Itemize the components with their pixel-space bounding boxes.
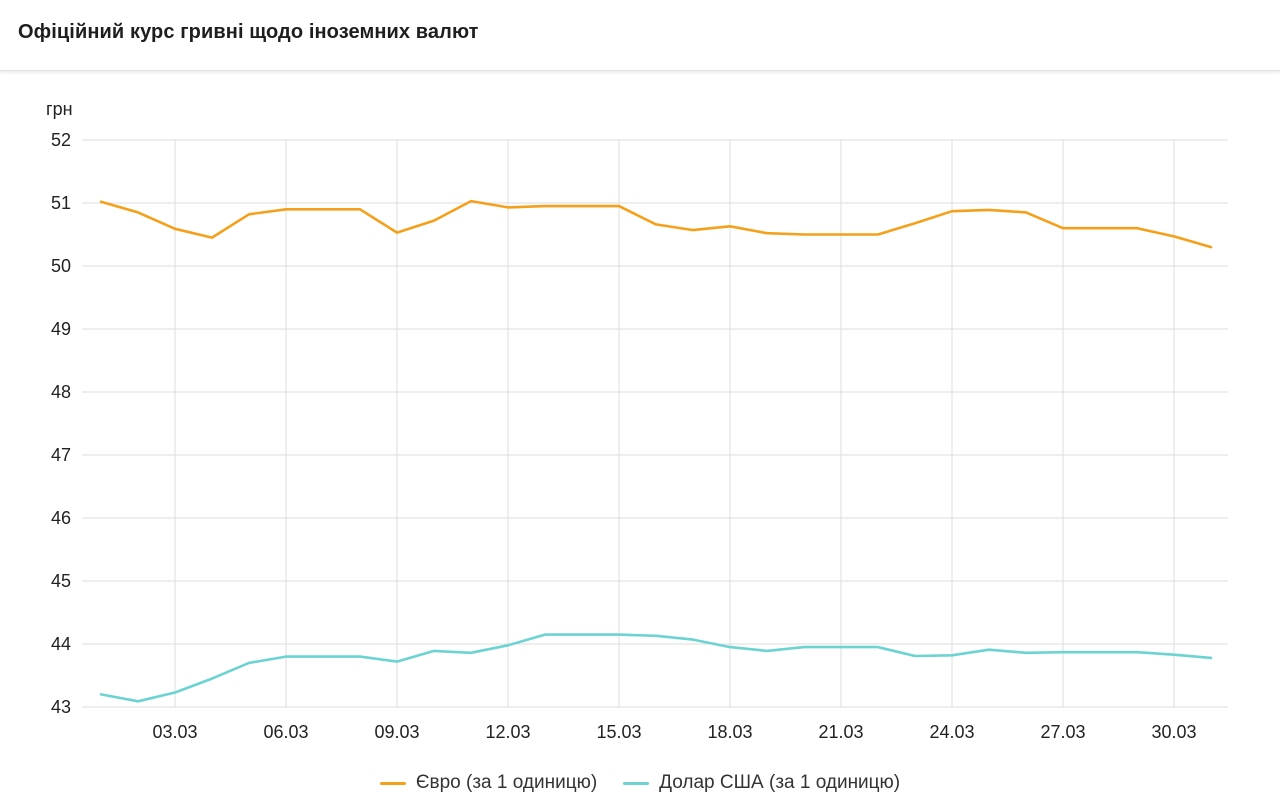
- x-tick-label: 12.03: [485, 722, 530, 742]
- legend-item-usd[interactable]: Долар США (за 1 одиницю): [623, 772, 900, 794]
- x-tick-label: 27.03: [1040, 722, 1085, 742]
- y-tick-label: 44: [51, 634, 71, 654]
- legend-label-euro: Євро (за 1 одиницю): [415, 772, 598, 793]
- y-tick-label: 46: [51, 508, 71, 528]
- series-line-euro: [99, 199, 1213, 249]
- x-tick-label: 09.03: [374, 722, 419, 742]
- x-tick-label: 03.03: [152, 722, 197, 742]
- x-tick-label: 15.03: [596, 722, 641, 742]
- x-tick-label: 24.03: [929, 722, 974, 742]
- series-line-usd: [99, 633, 1213, 703]
- y-tick-label: 43: [51, 697, 71, 717]
- y-tick-label: 45: [51, 571, 71, 591]
- legend-swatch-euro: [379, 781, 406, 785]
- x-axis: 03.03 06.03 09.03 12.03 15.03 18.03 21.03 24.03…: [152, 722, 1196, 742]
- legend-item-euro[interactable]: Євро (за 1 одиницю): [379, 772, 598, 794]
- x-tick-label: 30.03: [1151, 722, 1196, 742]
- legend-label-usd: Долар США (за 1 одиницю): [659, 772, 901, 793]
- y-tick-label: 49: [51, 319, 71, 339]
- legend-swatch-usd: [623, 781, 650, 785]
- y-axis-label: грн: [46, 99, 73, 119]
- x-tick-label: 21.03: [818, 722, 863, 742]
- y-tick-label: 52: [51, 130, 71, 150]
- series-lines: [99, 199, 1213, 703]
- y-tick-label: 48: [51, 382, 71, 402]
- legend: Євро (за 1 одиницю) Долар США (за 1 один…: [0, 768, 1280, 798]
- chart-header: Офіційний курс гривні щодо іноземних вал…: [0, 0, 1280, 71]
- x-tick-label: 06.03: [263, 722, 308, 742]
- y-tick-label: 51: [51, 193, 71, 213]
- grid: [82, 139, 1228, 708]
- x-tick-label: 18.03: [707, 722, 752, 742]
- y-axis: 43 44 45 46 47 48 49 50 51 52: [51, 130, 71, 717]
- y-tick-label: 47: [51, 445, 71, 465]
- page-title: Офіційний курс гривні щодо іноземних вал…: [18, 21, 479, 43]
- y-tick-label: 50: [51, 256, 71, 276]
